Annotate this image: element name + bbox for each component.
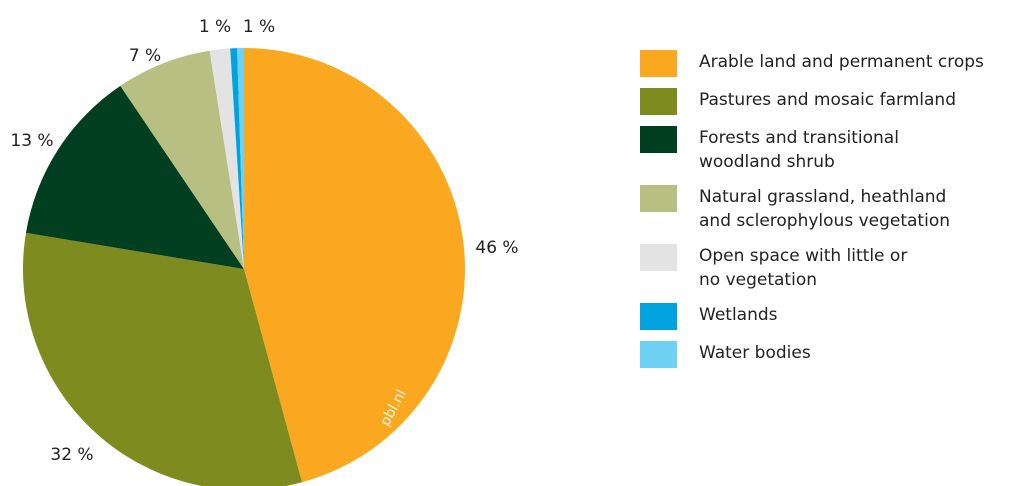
legend-swatch [640,50,677,77]
legend-item-1: Arable land and permanent crops [640,50,1010,77]
slice-value-label-1: 46 % [475,238,518,258]
legend-swatch [640,303,677,330]
pie-slice-6 [230,48,244,269]
slice-value-label-2: 32 % [50,445,93,465]
slice-value-label-6: 1 % [199,17,231,37]
legend-label: Pastures and mosaic farmland [699,90,956,110]
pie-slice-7 [237,48,244,269]
legend-item-7: Water bodies [640,341,1010,368]
pie-slice-4 [120,50,244,269]
legend-item-5: Open space with little or no vegetation [640,244,1010,292]
legend-item-2: Pastures and mosaic farmland [640,88,1010,115]
legend-swatch [640,341,677,368]
legend-label: Water bodies [699,343,811,363]
legend-label: Open space with little or no vegetation [699,246,908,290]
pie-chart: 46 %32 %13 %7 %1 % 1 % pbl.nl [10,17,519,486]
pie-slice-2 [23,232,303,486]
pie-labels: 46 % 32 % 13 % 7 % 1 % 1 % [10,17,518,465]
legend-item-4: Natural grassland, heathland and sclerop… [640,185,1010,233]
legend-label: Natural grassland, heathland and sclerop… [699,187,950,231]
slice-value-label-4: 7 % [129,46,161,66]
pie-slice-1 [244,48,465,483]
pie-slice-5 [209,48,244,270]
slice-value-label-3: 13 % [10,131,53,151]
slice-value-label-7: 1 % [243,17,275,37]
legend-label: Wetlands [699,305,778,325]
pie-slices [23,48,465,486]
legend-swatch [640,88,677,115]
pie-slice-3 [25,85,244,269]
legend-label: Arable land and permanent crops [699,52,984,72]
legend-swatch [640,185,677,212]
legend-label: Forests and transitional woodland shrub [699,128,899,172]
legend-swatch [640,244,677,271]
legend-item-6: Wetlands [640,303,1010,330]
legend-swatch [640,126,677,153]
legend: Arable land and permanent crops Pastures … [640,50,1010,379]
legend-item-3: Forests and transitional woodland shrub [640,126,1010,174]
